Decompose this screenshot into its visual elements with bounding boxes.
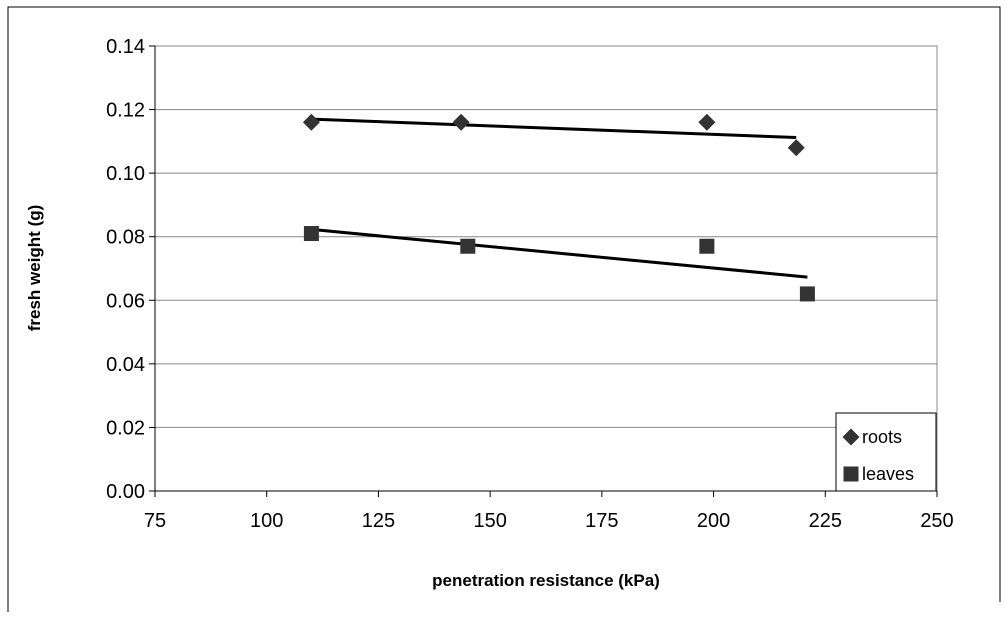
x-tick-label: 200 — [697, 510, 730, 532]
leaves-point — [799, 286, 815, 302]
data-points — [302, 113, 815, 302]
legend-label-roots: roots — [862, 427, 902, 447]
leaves-point — [303, 226, 319, 242]
x-tick-label: 150 — [473, 510, 506, 532]
y-tick-label: 0.08 — [106, 227, 145, 249]
y-tick-label: 0.12 — [106, 100, 145, 122]
x-tick-labels: 75 100 125 150 175 200 225 250 — [144, 510, 954, 532]
legend: roots leaves — [835, 412, 937, 492]
y-tick-label: 0.06 — [106, 290, 145, 312]
roots-point — [302, 113, 320, 131]
roots-point — [452, 113, 470, 131]
leaves-point — [460, 238, 476, 254]
y-tick-label: 0.00 — [106, 481, 145, 503]
x-tick-label: 225 — [809, 510, 842, 532]
x-tick-label: 100 — [250, 510, 283, 532]
chart-area-border — [7, 6, 1001, 612]
roots-point — [787, 139, 805, 157]
y-tick-labels: 0.00 0.02 0.04 0.06 0.08 0.10 0.12 0.14 — [106, 36, 145, 503]
x-tick-label: 175 — [585, 510, 618, 532]
y-tick-label: 0.14 — [106, 36, 145, 58]
leaves-point — [699, 238, 715, 254]
gridlines — [155, 45, 937, 428]
x-tick-label: 75 — [144, 510, 166, 532]
y-tick-label: 0.04 — [106, 354, 145, 376]
roots-trendline — [311, 117, 797, 140]
legend-marker-leaves — [843, 466, 859, 482]
y-tick-label: 0.10 — [106, 163, 145, 185]
y-tick-label: 0.02 — [106, 417, 145, 439]
legend-label-leaves: leaves — [862, 464, 914, 484]
axes — [149, 45, 938, 497]
x-tick-label: 125 — [362, 510, 395, 532]
x-tick-label: 250 — [920, 510, 953, 532]
x-axis-label: penetration resistance (kPa) — [432, 571, 660, 590]
plot-area — [154, 45, 938, 492]
roots-point — [698, 113, 716, 131]
trendlines — [311, 117, 808, 279]
leaves-trendline — [311, 227, 808, 279]
legend-marker-roots — [842, 428, 860, 446]
y-axis-label: fresh weight (g) — [25, 205, 44, 332]
